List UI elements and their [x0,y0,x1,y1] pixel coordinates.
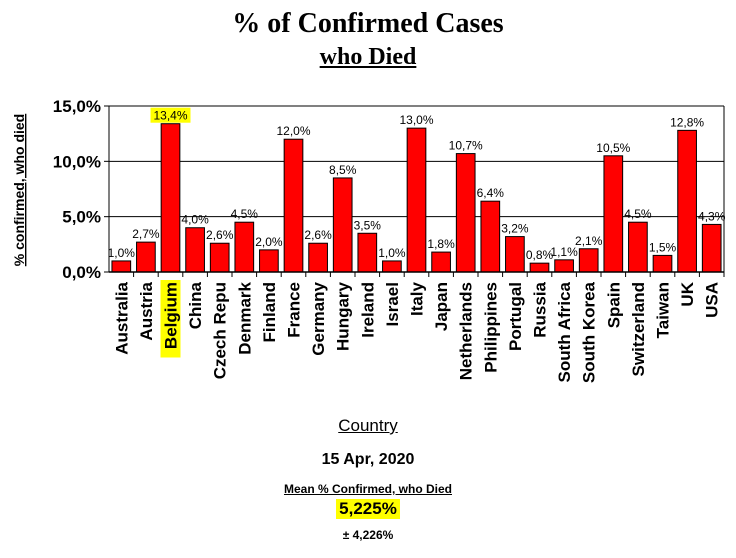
bar [308,242,328,273]
value-label-highlight [150,107,191,123]
category-label: South Africa [555,281,574,382]
mean-value-container: 5,225% [0,499,736,519]
category-label: Ireland [358,282,377,338]
category-label: Finland [260,282,279,342]
value-label: 1,8% [427,237,455,251]
bar [554,259,574,273]
category-label: Austria [137,281,156,340]
value-label: 4,5% [624,207,652,221]
bar [455,153,476,273]
value-label: 1,0% [378,246,406,260]
bar [111,260,132,273]
bar [136,241,156,273]
category-label: Czech Repu [211,282,230,379]
labels: 0,0% 5,0% 10,0% 15,0% % confirmed, who died 1… [11,97,726,383]
date-label: 15 Apr, 2020 [321,451,415,468]
value-label: 13,4% [153,109,187,123]
value-label: 2,1% [575,234,603,248]
x-axis-label: Country [338,416,398,435]
bar [677,129,697,273]
bar [234,221,255,273]
category-label: South Korea [580,281,599,383]
value-label: 13,0% [399,113,433,127]
y-tick-label: 10,0% [53,152,101,171]
bar [406,127,427,273]
value-label: 10,5% [596,141,630,155]
category-label: Netherlands [457,282,476,380]
bar [701,223,722,273]
value-label: 4,3% [698,209,726,223]
value-label: 12,8% [670,115,704,129]
mean-label: Mean % Confirmed, who Died [283,482,452,496]
bar [259,249,279,273]
category-label: Japan [432,282,451,331]
bar-chart: 0,0% 5,0% 10,0% 15,0% % confirmed, who died 1… [11,97,726,383]
value-label: 4,0% [181,213,209,227]
value-label: 1,5% [649,240,677,254]
category-label: USA [703,282,722,318]
bar [578,248,599,273]
bar [529,262,550,273]
category-label: France [285,282,304,338]
y-tick-label: 5,0% [62,208,101,227]
bar [357,232,378,273]
axes [104,105,725,277]
category-label: China [186,281,205,329]
category-label: Portugal [506,282,525,351]
value-label: 2,7% [132,227,160,241]
bar [283,138,304,273]
value-label: 4,5% [231,207,259,221]
bar [382,260,402,273]
category-label: Taiwan [654,282,673,338]
category-label: Russia [531,281,550,337]
std-dev-label: ± 4,226% [342,528,394,542]
bar [332,177,353,273]
value-label: 3,5% [354,218,382,232]
bar [603,155,624,273]
y-axis-label: % confirmed, who died [11,114,27,266]
value-label: 1,0% [108,246,136,260]
category-label: Hungary [334,281,353,351]
value-label: 2,6% [206,228,234,242]
chart-subtitle: who Died [319,44,417,70]
bar [628,221,648,273]
category-label: Italy [408,281,427,316]
category-label: Switzerland [629,282,648,376]
value-label: 1,1% [550,245,578,259]
category-label: Denmark [235,281,254,354]
bar [652,254,673,273]
chart-title: % of Confirmed Cases [232,8,504,39]
bar [431,251,451,273]
bar [209,242,230,273]
bar [185,227,205,273]
category-label: UK [678,281,697,306]
value-label: 10,7% [449,139,483,153]
mean-value: 5,225% [336,499,400,519]
y-tick-label: 0,0% [62,263,101,282]
category-label: Spain [604,282,623,328]
category-label: Israel [383,282,402,326]
bar [505,236,525,273]
value-label: 0,8% [526,248,554,262]
value-label: 2,0% [255,235,283,249]
category-label: Belgium [162,282,181,349]
value-label: 12,0% [276,124,310,138]
category-label: Germany [309,281,328,355]
category-label-highlight [160,280,181,358]
category-label: Australia [112,281,131,354]
value-label: 3,2% [501,222,529,236]
value-label: 2,6% [304,228,332,242]
bar [160,123,181,273]
y-tick-label: 15,0% [53,97,101,116]
value-label: 8,5% [329,163,357,177]
bar [480,200,501,273]
bars [111,123,722,273]
category-label: Philippines [481,282,500,373]
value-label: 6,4% [477,186,505,200]
